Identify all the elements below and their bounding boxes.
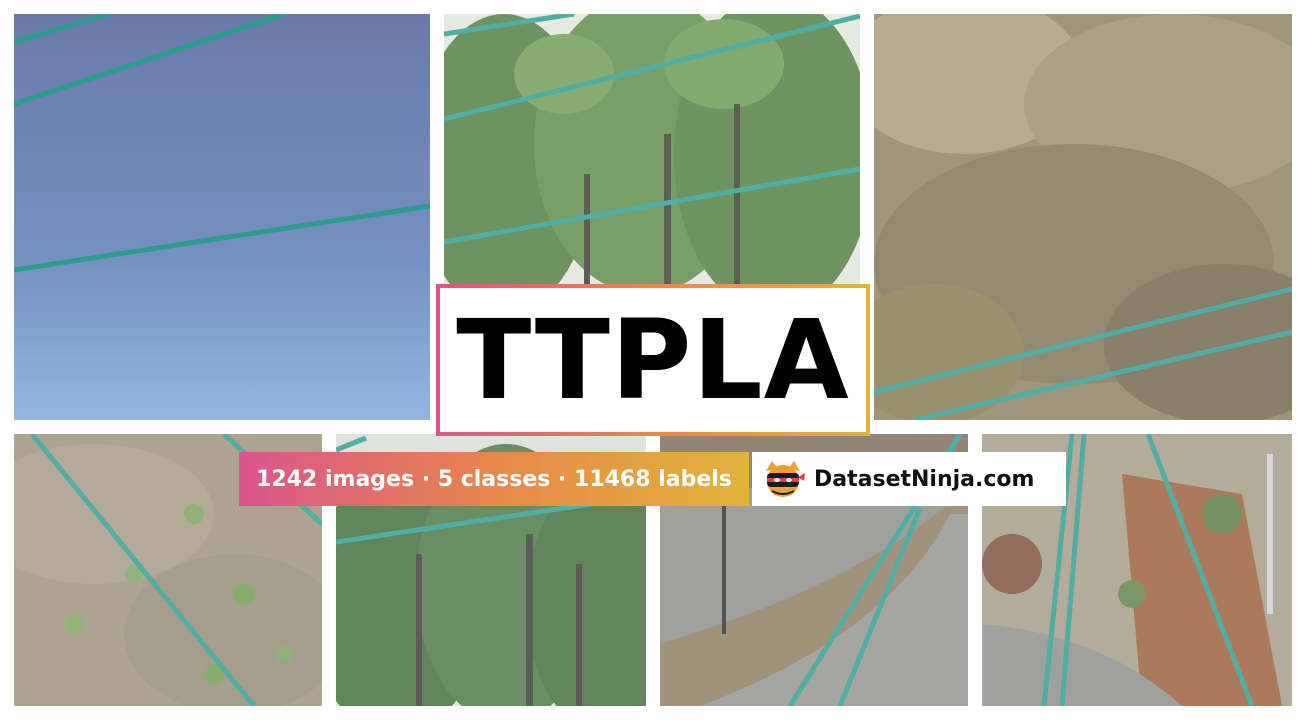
image-tile-dry-grass (874, 14, 1292, 420)
image-tile-pines (444, 14, 860, 284)
title-panel: TTPLA (440, 288, 866, 432)
brand-name[interactable]: DatasetNinja.com (814, 466, 1035, 492)
image-tile-sky (14, 14, 430, 420)
title-frame: TTPLA (436, 284, 870, 436)
ninja-logo-icon (766, 461, 805, 497)
dataset-title: TTPLA (456, 296, 850, 424)
stats-banner: 1242 images · 5 classes · 11468 labels (239, 452, 749, 506)
stats-text: 1242 images · 5 classes · 11468 labels (256, 466, 732, 492)
image-tile-field (14, 434, 322, 706)
brand-badge[interactable]: DatasetNinja.com (752, 452, 1066, 506)
